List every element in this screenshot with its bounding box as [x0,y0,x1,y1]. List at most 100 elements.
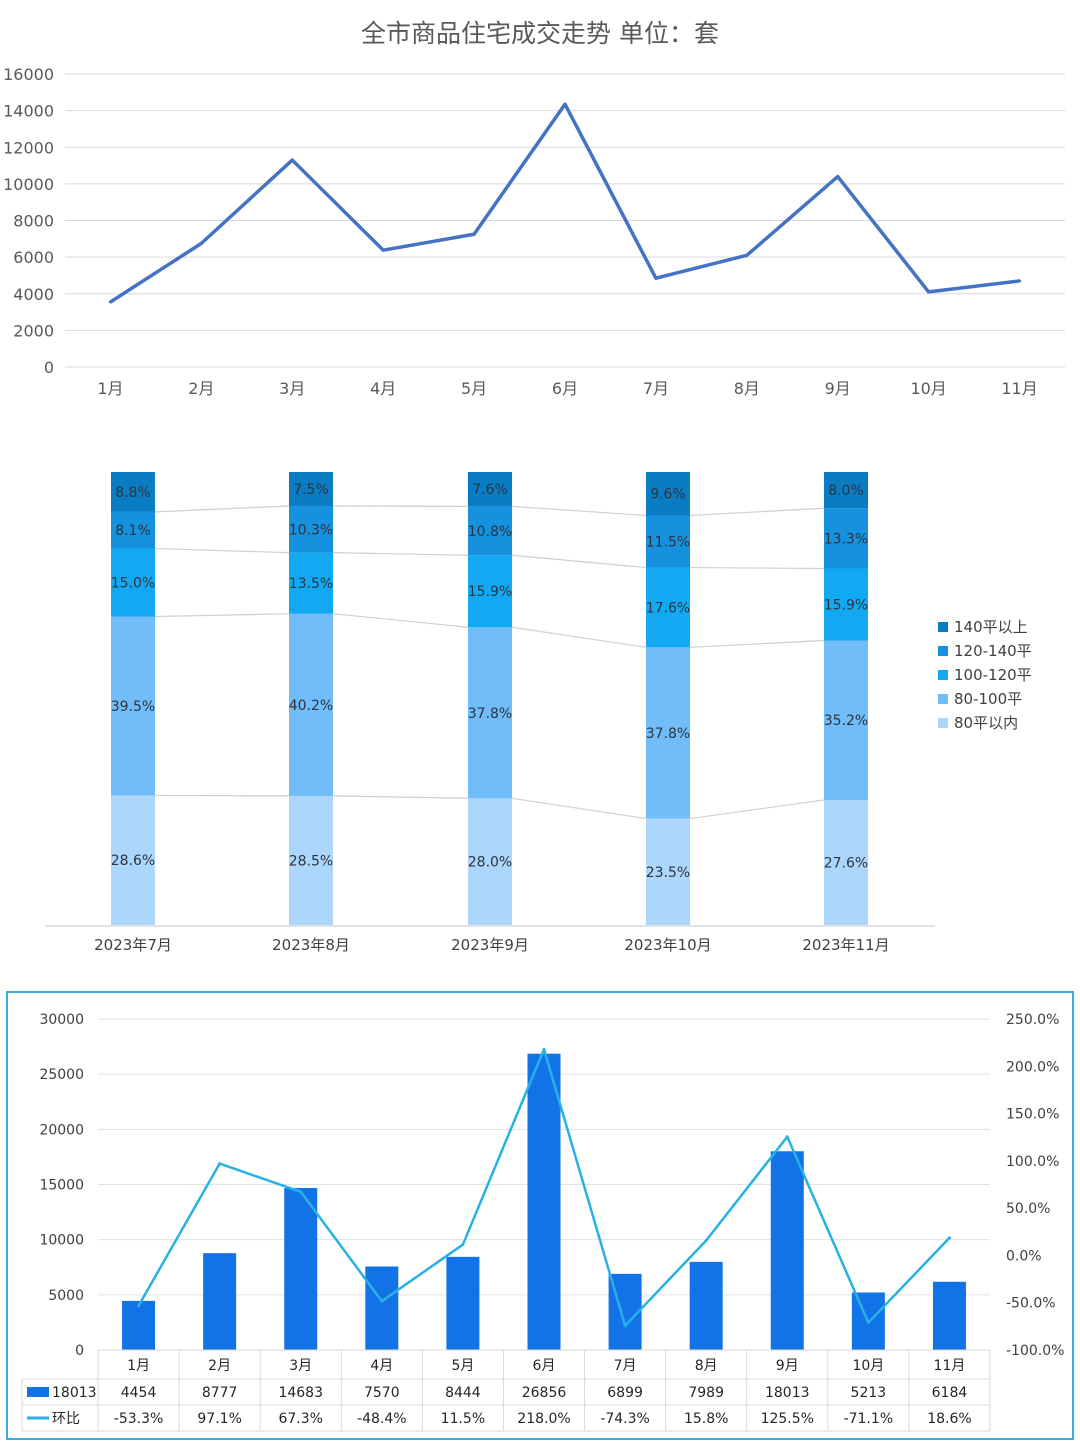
legend-swatch [938,622,948,632]
table-header-cell: 9月 [776,1358,799,1374]
table-cell: 18013 [765,1385,810,1401]
y2-tick-label: 250.0% [1006,1012,1059,1028]
bar-segment [824,640,868,800]
bar-segment [289,472,333,506]
table-cell: 5213 [851,1385,887,1401]
table-cell: 18.6% [927,1411,971,1427]
table-cell: -71.1% [844,1411,894,1427]
y-tick-label: 5000 [48,1288,84,1304]
data-label: 9.6% [650,487,686,503]
bar [527,1053,561,1350]
table-header-cell: 2月 [208,1358,231,1374]
bar-segment [646,567,690,648]
x-tick-label: 7月 [643,379,669,398]
chart1-title: 全市商品住宅成交走势 单位：套 [361,19,719,48]
data-label: 15.0% [111,576,155,592]
data-label: 8.0% [828,483,864,499]
bar-segment [646,818,690,925]
data-point [199,241,203,245]
x-tick-label: 10月 [910,379,946,398]
series-connector [332,552,469,556]
data-label: 15.9% [824,598,868,614]
data-label: 37.8% [646,726,690,742]
y2-tick-label: 0.0% [1006,1248,1042,1264]
table-header-cell: 8月 [695,1358,718,1374]
bar-segment [111,616,155,796]
legend-label: 140平以上 [954,618,1028,636]
x-tick-label: 2023年8月 [272,936,350,954]
y2-tick-label: -100.0% [1006,1343,1064,1359]
data-label: 35.2% [824,713,868,729]
table-cell: 97.1% [197,1411,241,1427]
table-header-cell: 10月 [852,1358,884,1374]
data-point [1018,279,1022,283]
data-point [290,158,294,162]
chart-trend-line: 全市商品住宅成交走势 单位：套 0 2000 4000 6000 8000 10000 12… [3,19,1065,398]
bar-segment [468,472,512,507]
data-point [785,1135,789,1139]
y-tick-label: 10000 [39,1233,84,1249]
table-cell: 26856 [522,1385,567,1401]
table-cell: 11.5% [441,1411,485,1427]
data-point [542,1047,546,1051]
legend-swatch [938,694,948,704]
table-cell: 218.0% [517,1411,570,1427]
y-tick-label: 2000 [13,321,54,340]
series-connector [689,799,825,820]
bar-segment [468,627,512,799]
data-point [380,1299,384,1303]
x-tick-label: 2023年10月 [624,936,711,954]
y2-tick-label: 150.0% [1006,1107,1059,1123]
data-point [461,1243,465,1247]
table-header-cell: 3月 [289,1358,312,1374]
data-label: 13.3% [824,531,868,547]
legend-label: 80平以内 [954,714,1018,732]
bar-segment [824,472,868,509]
data-label: 11.5% [646,535,690,551]
legend-swatch [938,670,948,680]
x-tick-label: 8月 [734,379,760,398]
series-connector [511,505,647,517]
data-label: 10.8% [468,524,512,540]
data-point [947,1236,951,1240]
table-cell: 14683 [278,1385,323,1401]
table-cell: 15.8% [684,1411,728,1427]
data-label: 37.8% [468,706,512,722]
table-cell: 125.5% [761,1411,814,1427]
data-point [836,175,840,179]
x-tick-label: 2月 [188,379,214,398]
y-tick-label: 10000 [3,175,54,194]
y-tick-label: 30000 [39,1012,84,1028]
bar [365,1266,399,1350]
data-point [108,300,112,304]
data-label: 27.6% [824,855,868,871]
bar [932,1281,966,1350]
data-label: 8.8% [115,485,151,501]
table-header-cell: 1月 [127,1358,150,1374]
data-point [137,1304,141,1308]
data-point [704,1238,708,1242]
y-tick-label: 25000 [39,1067,84,1083]
data-point [927,290,931,294]
legend-swatch [938,646,948,656]
table-cell: 6899 [607,1385,643,1401]
data-label: 7.5% [293,482,329,498]
y2-tick-label: -50.0% [1006,1296,1056,1312]
x-tick-label: 3月 [279,379,305,398]
y2-tick-label: 50.0% [1006,1201,1050,1217]
data-point [218,1162,222,1166]
data-label: 7.6% [472,482,508,498]
data-label: 28.6% [111,853,155,869]
data-label: 10.3% [289,522,333,538]
y-tick-label: 0 [75,1343,84,1359]
table-cell: 8777 [202,1385,238,1401]
chart-monthly-volume: 0 5000 10000 15000 20000 25000 30000 -100.0% -5… [6,991,1074,1440]
bar-segment [289,552,333,614]
legend-label: 环比 [52,1411,80,1427]
bar [446,1256,480,1350]
data-point [381,248,385,252]
x-tick-label: 2023年11月 [802,936,889,954]
table-header-cell: 7月 [614,1358,637,1374]
data-point [299,1190,303,1194]
series-connector [332,795,469,799]
